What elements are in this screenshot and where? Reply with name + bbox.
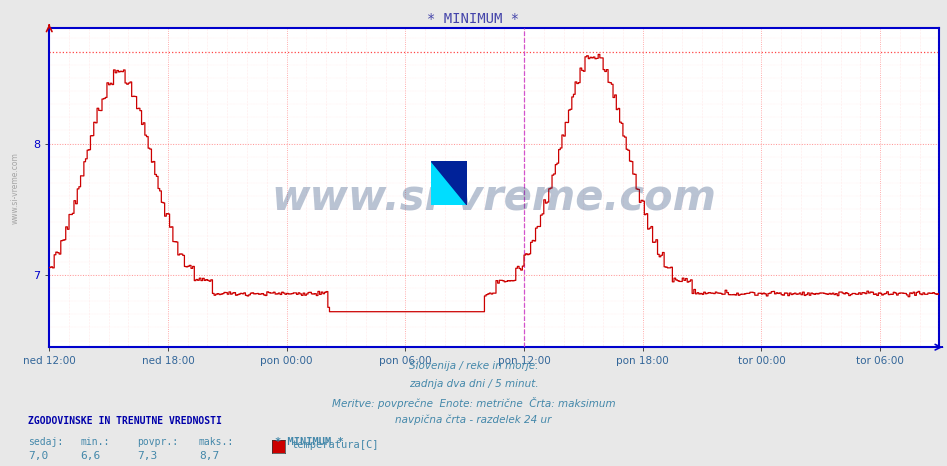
Polygon shape <box>431 161 467 205</box>
Text: ZGODOVINSKE IN TRENUTNE VREDNOSTI: ZGODOVINSKE IN TRENUTNE VREDNOSTI <box>28 416 223 426</box>
Text: * MINIMUM *: * MINIMUM * <box>427 12 520 26</box>
Text: 6,6: 6,6 <box>80 451 100 461</box>
Text: 8,7: 8,7 <box>199 451 219 461</box>
Text: www.si-vreme.com: www.si-vreme.com <box>272 176 717 218</box>
Polygon shape <box>431 161 467 205</box>
Text: sedaj:: sedaj: <box>28 437 63 447</box>
Polygon shape <box>431 161 467 205</box>
Text: zadnja dva dni / 5 minut.: zadnja dva dni / 5 minut. <box>409 379 538 389</box>
Text: temperatura[C]: temperatura[C] <box>292 440 379 451</box>
Text: navpična črta - razdelek 24 ur: navpična črta - razdelek 24 ur <box>395 414 552 425</box>
Text: maks.:: maks.: <box>199 437 234 447</box>
Text: Meritve: povprečne  Enote: metrične  Črta: maksimum: Meritve: povprečne Enote: metrične Črta:… <box>331 397 616 409</box>
Text: www.si-vreme.com: www.si-vreme.com <box>11 151 20 224</box>
Text: * MINIMUM *: * MINIMUM * <box>275 437 344 447</box>
Text: 7,0: 7,0 <box>28 451 48 461</box>
Text: povpr.:: povpr.: <box>137 437 178 447</box>
Text: Slovenija / reke in morje.: Slovenija / reke in morje. <box>409 361 538 371</box>
Text: min.:: min.: <box>80 437 110 447</box>
Text: 7,3: 7,3 <box>137 451 157 461</box>
